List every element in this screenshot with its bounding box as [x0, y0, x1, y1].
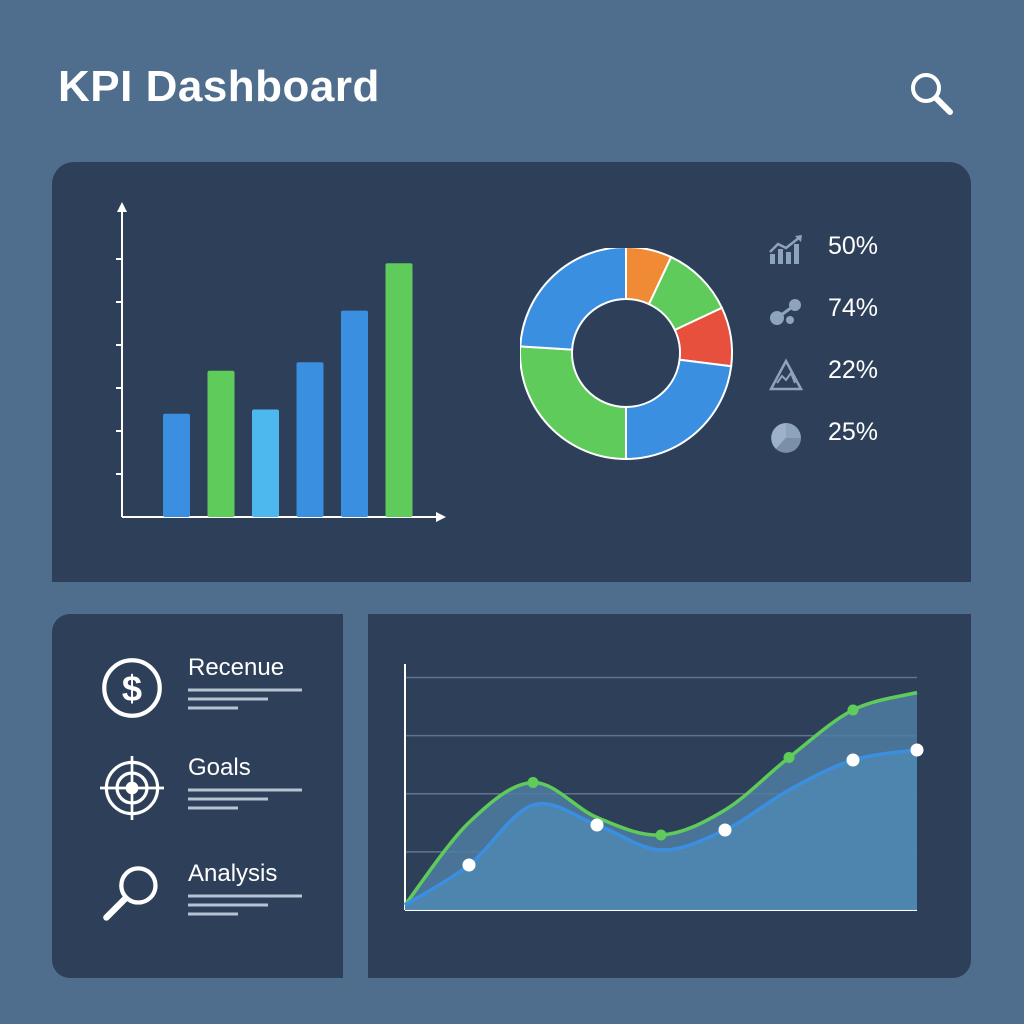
dollar-icon: $: [100, 656, 164, 725]
data-point: [718, 823, 732, 837]
data-point: [462, 858, 476, 872]
donut-chart: [520, 248, 733, 461]
donut-slice: [520, 248, 627, 351]
growth-chart-icon: [768, 234, 804, 273]
donut-slice: [625, 358, 733, 461]
data-point: [527, 777, 539, 788]
search-button[interactable]: [904, 66, 958, 120]
kpi-value: 22%: [828, 356, 879, 384]
metric-placeholder-lines: [188, 892, 308, 927]
overview-panel: 50% 74% 22% 25%: [52, 162, 971, 582]
donut-slice: [520, 345, 627, 461]
metric-placeholder-lines: [188, 686, 308, 721]
page-title: KPI Dashboard: [58, 62, 380, 111]
data-point: [655, 829, 667, 841]
data-point: [590, 818, 604, 832]
data-point: [846, 753, 860, 767]
bar-chart: [116, 202, 446, 522]
pie-segment-icon: [768, 420, 804, 459]
trend-panel: [368, 614, 971, 978]
kpi-value: 25%: [828, 418, 879, 446]
metrics-panel: $ Recenue Goals Analysis: [52, 614, 343, 978]
data-point: [910, 743, 924, 757]
target-icon: [100, 756, 164, 825]
metric-label: Goals: [188, 754, 251, 781]
metric-label: Analysis: [188, 860, 278, 887]
data-point: [847, 704, 859, 716]
bar: [207, 370, 235, 517]
area-chart: [403, 664, 924, 911]
metric-label: Recenue: [188, 654, 285, 681]
magnifier-icon: [100, 862, 164, 931]
bar: [385, 263, 413, 517]
kpi-value: 74%: [828, 294, 879, 322]
bar: [163, 413, 190, 517]
kpi-value: 50%: [828, 232, 879, 260]
svg-text:$: $: [122, 668, 142, 709]
bar: [296, 362, 324, 517]
network-icon: [768, 296, 804, 335]
warning-triangle-icon: [768, 358, 804, 397]
metric-placeholder-lines: [188, 786, 308, 821]
search-icon: [911, 73, 953, 115]
bar: [341, 310, 368, 517]
data-point: [783, 752, 795, 763]
bar: [252, 409, 279, 517]
series-line: [404, 748, 918, 907]
